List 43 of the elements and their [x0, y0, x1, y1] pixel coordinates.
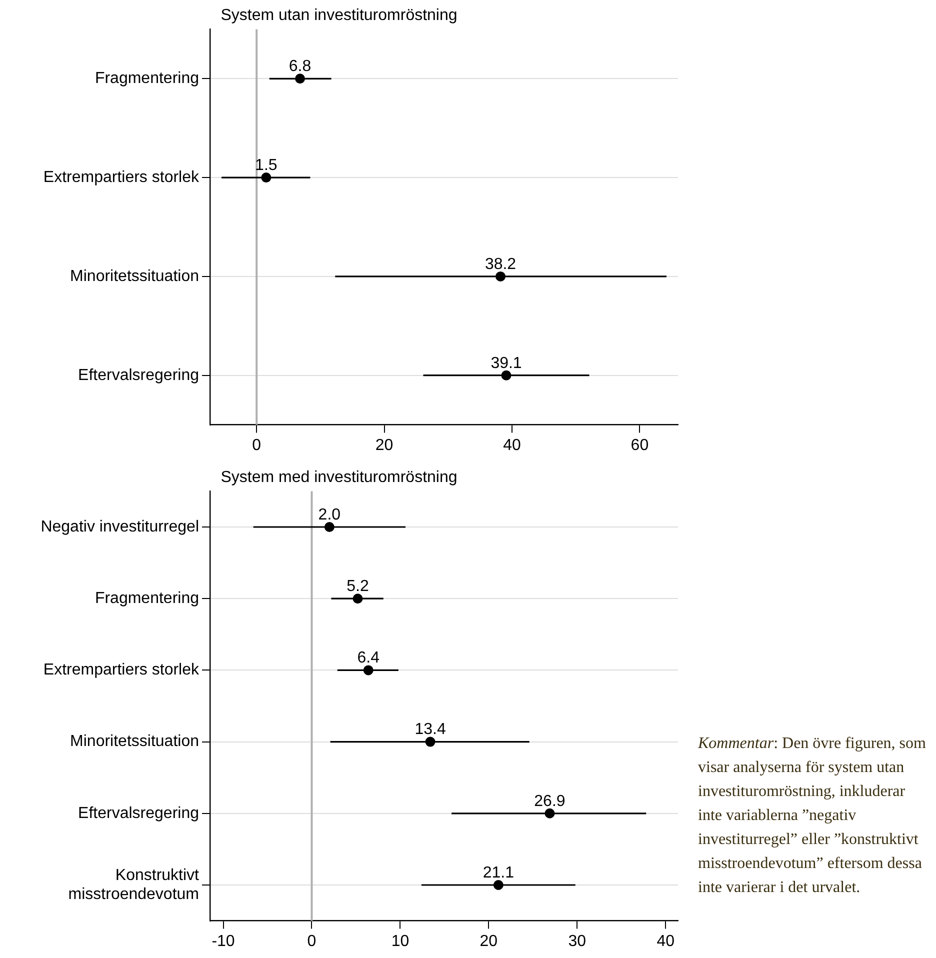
data-label: 13.4 [414, 721, 446, 738]
point [363, 665, 374, 676]
point [493, 880, 504, 890]
point [544, 808, 555, 818]
y-tick-label: Extrempartiers storlek [43, 662, 200, 679]
data-label: 21.1 [482, 864, 514, 882]
data-label: 5.2 [346, 578, 369, 596]
chart-title: System med investituromröstning [220, 469, 458, 486]
data-label: 38.2 [484, 256, 516, 273]
y-tick-label: Konstruktivt misstroendevotum [68, 866, 200, 904]
data-label: 26.9 [534, 792, 566, 810]
x-tick-label: -10 [212, 932, 235, 950]
point [425, 736, 436, 747]
text: Kommentar: Den övre figuren, som visar analyserna för system utan investituromröstning, inkluderar inte variablerna ”negativ investiturregel” eller ”konstruktivt misstroendevotum” eftersom dessa inte varierar i det urvalet. [698, 734, 927, 898]
x-tick-label: 0 [307, 932, 316, 950]
data-label: 39.1 [490, 354, 522, 372]
point [261, 172, 272, 183]
x-tick-label: 40 [503, 436, 521, 454]
point [324, 522, 334, 532]
y-tick-label: Fragmentering [94, 590, 199, 608]
y-tick-label: Minoritetssituation [70, 268, 199, 285]
x-tick-label: 0 [252, 436, 262, 454]
point [295, 74, 306, 84]
y-tick-label: Eftervalsregering [78, 804, 199, 822]
x-tick-label: 10 [391, 932, 410, 950]
data-label: 2.0 [318, 506, 341, 524]
y-tick-label: Extrempartiers storlek [43, 168, 200, 186]
chart-title: System utan investituromröstning [220, 7, 458, 24]
y-tick-label: Negativ investiturregel [40, 518, 199, 536]
x-tick-label: 60 [630, 436, 649, 454]
point [352, 594, 363, 604]
x-tick-label: 40 [656, 932, 675, 950]
data-label: 1.5 [255, 156, 278, 174]
y-tick-label: Eftervalsregering [78, 366, 199, 384]
point [501, 370, 512, 380]
y-tick-label: Fragmentering [94, 70, 199, 88]
x-tick-label: 30 [568, 932, 586, 950]
data-label: 6.8 [288, 58, 312, 76]
y-tick-label: Minoritetssituation [70, 733, 199, 750]
data-label: 6.4 [357, 650, 380, 667]
x-tick-label: 20 [480, 932, 498, 950]
point [496, 271, 506, 282]
x-tick-label: 20 [375, 436, 394, 454]
